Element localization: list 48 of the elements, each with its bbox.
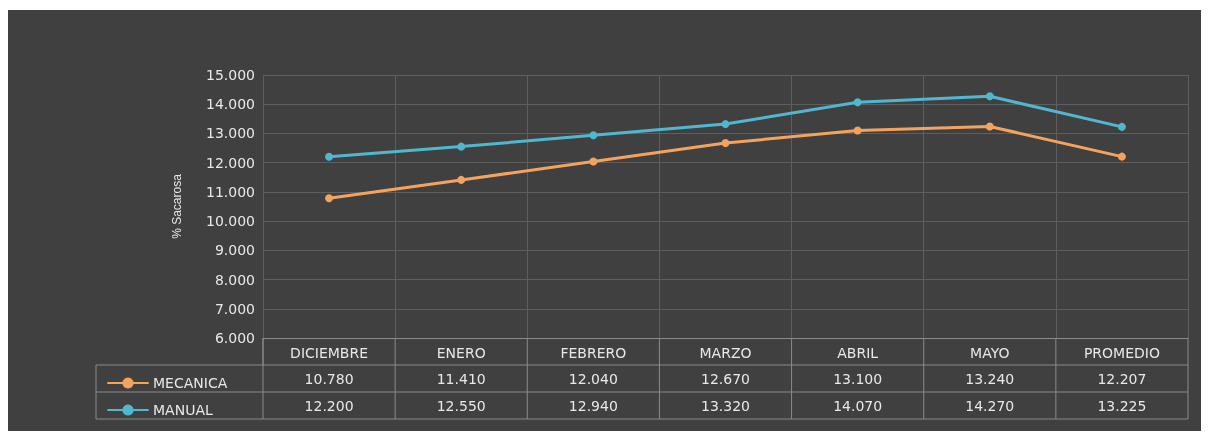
- x-tick-label: PROMEDIO: [1083, 345, 1160, 361]
- y-tick-label: 9.000: [214, 242, 255, 259]
- y-tick-label: 15.000: [206, 67, 255, 83]
- y-tick-label: 8.000: [214, 271, 255, 288]
- data-label: 12.200: [304, 397, 354, 414]
- point: [589, 157, 598, 166]
- point: [1117, 152, 1126, 161]
- point: [589, 131, 598, 140]
- y-tick-label: 7.000: [214, 300, 255, 317]
- legend-label: MECANICA: [153, 375, 228, 391]
- point: [325, 152, 334, 161]
- data-label: 10.780: [304, 370, 354, 387]
- point: [721, 139, 730, 148]
- point: [325, 194, 334, 203]
- data-label: 12.040: [568, 370, 618, 387]
- y-tick-label: 14.000: [206, 96, 255, 113]
- x-tick-label: ABRIL: [837, 345, 879, 361]
- data-label: 13.320: [701, 397, 750, 414]
- point: [457, 175, 466, 184]
- data-label: 12.207: [1097, 370, 1147, 387]
- data-label: 14.270: [965, 397, 1015, 414]
- data-label: 12.670: [701, 370, 750, 387]
- point: [985, 92, 994, 101]
- data-label: 12.940: [568, 397, 618, 414]
- point: [1117, 122, 1126, 131]
- legend-label: MANUAL: [153, 402, 213, 418]
- data-label: 14.070: [833, 397, 883, 414]
- x-tick-label: MARZO: [699, 345, 752, 361]
- point: [853, 98, 862, 107]
- x-tick-label: DICIEMBRE: [290, 345, 369, 361]
- x-tick-label: ENERO: [436, 345, 486, 361]
- x-tick-label: FEBRERO: [560, 345, 627, 361]
- y-tick-label: 13.000: [206, 125, 255, 142]
- y-tick-label: 11.000: [206, 183, 255, 200]
- y-tick-label: 12.000: [206, 154, 255, 171]
- data-label: 12.550: [436, 397, 486, 414]
- point: [457, 142, 466, 151]
- data-label: 13.100: [833, 370, 883, 387]
- y-axis-title: % Sacarosa: [170, 173, 184, 239]
- point: [721, 120, 730, 129]
- point: [985, 122, 994, 131]
- y-tick-label: 10.000: [206, 213, 255, 230]
- data-label: 13.240: [965, 370, 1015, 387]
- x-tick-label: MAYO: [970, 345, 1010, 361]
- y-tick-label: 6.000: [214, 330, 255, 346]
- data-label: 13.225: [1097, 397, 1147, 414]
- point: [853, 126, 862, 135]
- data-label: 11.410: [436, 370, 486, 387]
